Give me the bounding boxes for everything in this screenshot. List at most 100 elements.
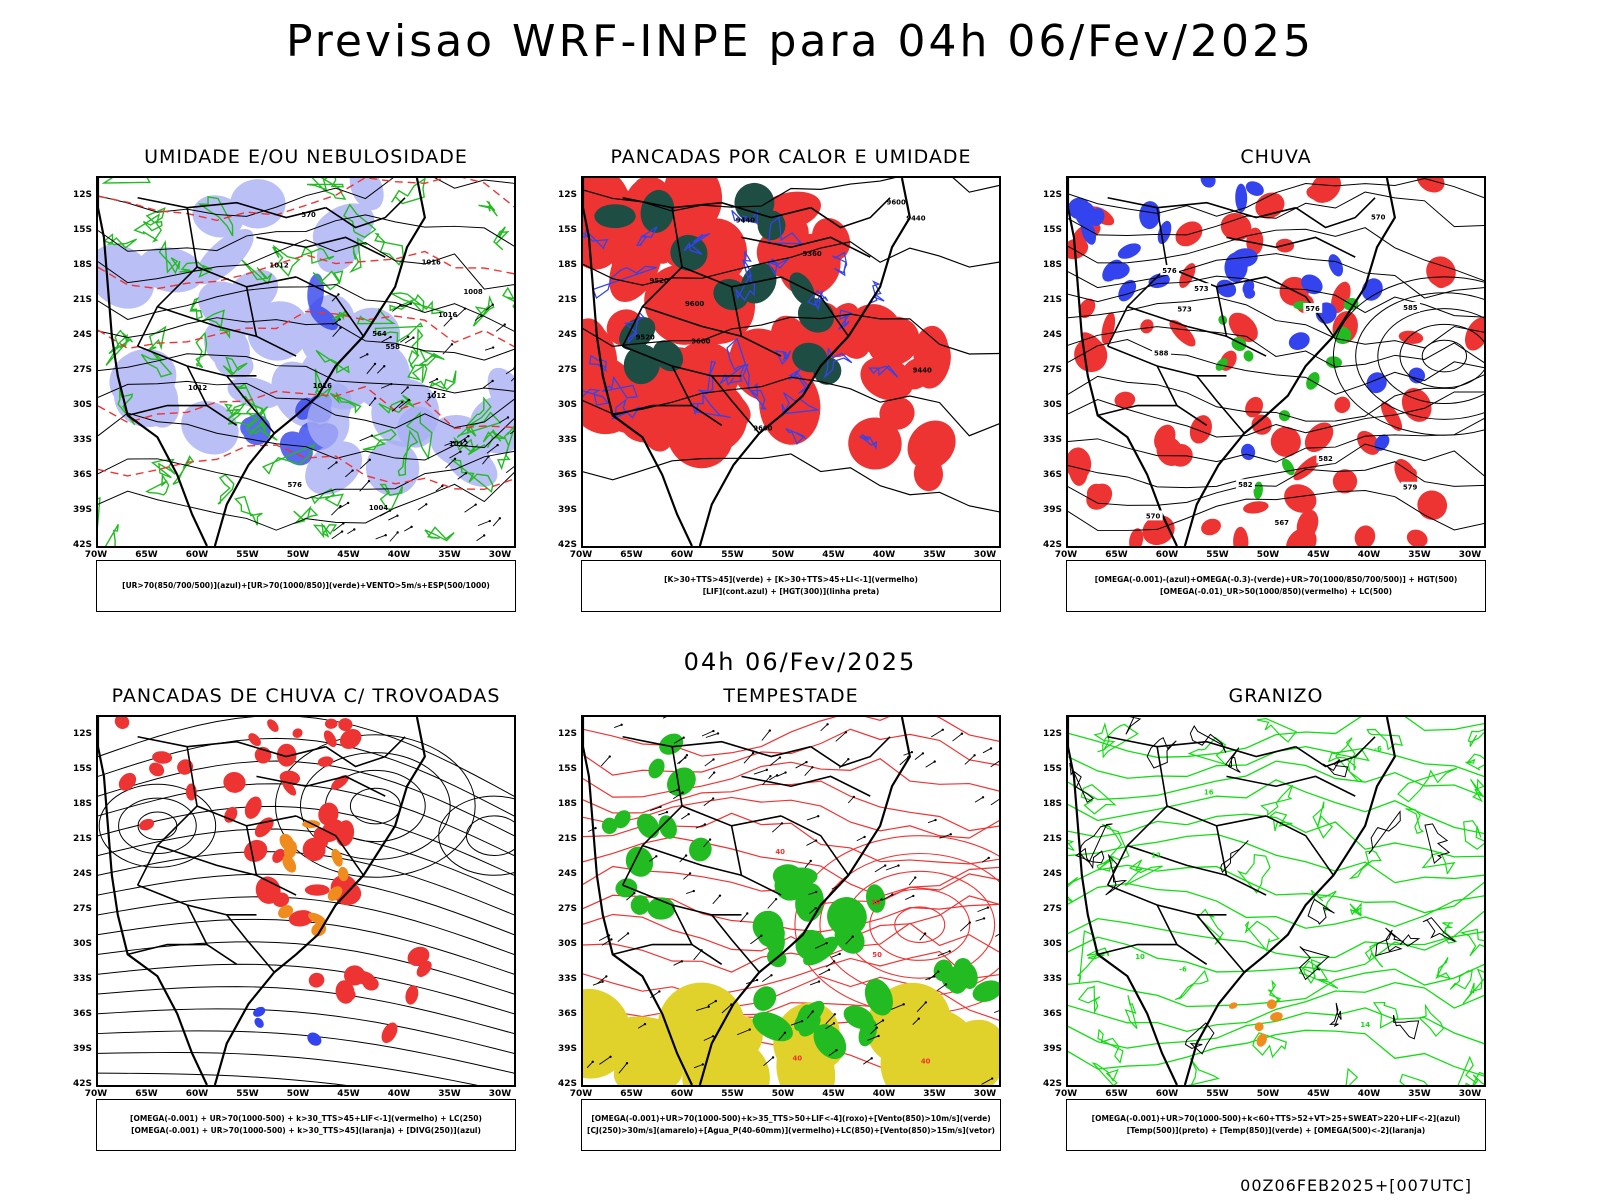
lat-tick-label: 24S [72, 869, 92, 879]
lon-tick-label: 35W [438, 1089, 461, 1099]
map-plot: 9600 9600 9600 9520 9440 9440 9360 9600 9520 9440 [581, 176, 1001, 548]
contour-label: 588 [1154, 349, 1169, 357]
lat-tick-label: 21S [72, 834, 92, 844]
lat-tick-label: 15S [1042, 225, 1062, 235]
lon-tick-label: 65W [620, 550, 643, 560]
contour-label: 1012 [188, 384, 207, 392]
lat-tick-label: 33S [1042, 435, 1062, 445]
lat-tick-label: 30S [72, 400, 92, 410]
contour-label: -6 [1374, 745, 1382, 753]
lon-tick-label: 50W [286, 1089, 310, 1099]
map-plot: 582 588 585 582 579 576 573 570 567 576 573 570 [1066, 176, 1486, 548]
contour-label: 14 [1360, 1021, 1370, 1029]
legend-line: [OMEGA(-0.001)+UR>70(1000-500)+k>35_TTS>… [591, 1114, 991, 1123]
shaded-area [601, 733, 712, 920]
legend-line: [OMEGA(-0.001) + UR>70(1000-500) + k>30_… [130, 1114, 482, 1123]
panel-legend: [OMEGA(-0.001)-(azul)+OMEGA(-0.3)-(verde… [1066, 560, 1486, 612]
lat-tick-label: 42S [72, 1079, 92, 1089]
lat-tick-label: 21S [72, 295, 92, 305]
map-svg [98, 717, 514, 1085]
lat-tick-label: 36S [72, 1009, 92, 1019]
legend-line: [OMEGA(-0.001)-(azul)+OMEGA(-0.3)-(verde… [1094, 575, 1458, 584]
panel-title: PANCADAS DE CHUVA C/ TROVOADAS [111, 685, 501, 707]
panel-pancadas-calor: PANCADAS POR CALOR E UMIDADE 9600 9600 9600… [547, 146, 1017, 626]
lat-tick-label: 27S [1042, 365, 1062, 375]
lon-tick-label: 35W [923, 1089, 946, 1099]
legend-line: [K>30+TTS>45](verde) + [K>30+TTS>45+LI<-… [664, 575, 918, 584]
lon-tick-label: 60W [185, 550, 209, 560]
lon-tick-label: 60W [1155, 550, 1179, 560]
lon-tick-label: 30W [488, 550, 512, 560]
legend-line: [LIF](cont.azul) + [HGT(300)](linha pret… [702, 587, 880, 596]
contour-lines [98, 178, 514, 531]
lon-tick-label: 55W [1206, 1089, 1229, 1099]
contour-label: 9440 [906, 214, 925, 222]
lat-tick-label: 30S [557, 939, 577, 949]
lon-tick-label: 30W [1458, 1089, 1482, 1099]
contour-labels: 40 40 50 40 30 [775, 848, 930, 1066]
lat-tick-label: 33S [72, 974, 92, 984]
shaded-area [1228, 999, 1283, 1047]
contour-labels: 582 588 585 582 579 576 573 570 567 576 573 570 [1143, 211, 1421, 527]
lon-tick-label: 50W [1256, 550, 1280, 560]
lon-tick-label: 70W [84, 550, 108, 560]
lon-tick-label: 65W [135, 1089, 158, 1099]
contour-lines [98, 178, 514, 491]
contour-label: 50 [872, 951, 882, 959]
contour-label: 10 [1135, 953, 1145, 961]
lat-tick-label: 42S [72, 540, 92, 550]
contour-label: 573 [1194, 285, 1209, 293]
contour-squiggles [1068, 717, 1484, 1085]
lat-tick-label: 27S [557, 904, 577, 914]
lon-tick-label: 45W [822, 1089, 845, 1099]
lat-tick-label: 36S [557, 1009, 577, 1019]
contour-label: 1012 [427, 392, 446, 400]
lat-tick-label: 18S [1042, 799, 1062, 809]
contour-label: 9600 [685, 300, 704, 308]
map-plot: -6 -6 16 14 12 10 [1066, 715, 1486, 1087]
contour-label: 576 [1162, 267, 1177, 275]
lat-tick-label: 42S [557, 1079, 577, 1089]
panel-legend: [OMEGA(-0.001)+UR>70(1000-500)+k>35_TTS>… [581, 1099, 1001, 1151]
legend-line: [OMEGA(-0.001)+UR>70(1000-500)+k<60+TTS>… [1091, 1114, 1461, 1123]
closed-contours [98, 783, 217, 868]
contour-label: 16 [1204, 789, 1214, 797]
panel-legend: [OMEGA(-0.001) + UR>70(1000-500) + k>30_… [96, 1099, 516, 1151]
lon-tick-label: 45W [1307, 1089, 1330, 1099]
legend-line: [UR>70(850/700/500)](azul)+[UR>70(1000/8… [122, 581, 490, 590]
shaded-area [807, 302, 956, 492]
lat-tick-label: 33S [72, 435, 92, 445]
lon-tick-label: 60W [670, 550, 694, 560]
lon-tick-label: 35W [1408, 550, 1431, 560]
contour-label: 1016 [422, 258, 441, 266]
lon-tick-label: 70W [84, 1089, 108, 1099]
shaded-area [1068, 178, 1264, 302]
contour-label: 9440 [736, 216, 755, 224]
lon-tick-label: 35W [438, 550, 461, 560]
lat-tick-label: 36S [72, 470, 92, 480]
lat-tick-label: 24S [557, 330, 577, 340]
main-title: Previsao WRF-INPE para 04h 06/Fev/2025 [286, 16, 1314, 67]
panel-pancadas-trovoadas: PANCADAS DE CHUVA C/ TROVOADAS 12S 15S 18S 2… [62, 685, 532, 1165]
map-svg: 40 40 50 40 30 [583, 717, 999, 1085]
lon-tick-label: 50W [1256, 1089, 1280, 1099]
run-timestamp: 00Z06FEB2025+[007UTC] [1240, 1176, 1472, 1195]
contour-lines [583, 178, 999, 513]
panel-legend: [UR>70(850/700/500)](azul)+[UR>70(1000/8… [96, 560, 516, 612]
lon-tick-label: 40W [872, 1089, 896, 1099]
closed-contours [438, 795, 514, 876]
lon-tick-label: 40W [872, 550, 896, 560]
wind-vectors [327, 293, 514, 542]
lat-tick-label: 30S [1042, 939, 1062, 949]
shaded-area [1216, 254, 1426, 461]
lon-tick-label: 50W [771, 550, 795, 560]
lat-tick-label: 30S [1042, 400, 1062, 410]
shaded-area [253, 1006, 322, 1046]
lon-tick-label: 70W [569, 1089, 593, 1099]
lon-tick-label: 40W [1357, 550, 1381, 560]
lon-tick-label: 60W [670, 1089, 694, 1099]
lat-tick-label: 18S [72, 799, 92, 809]
legend-line: [OMEGA(-0.01)_UR>50(1000/850)(vermelho) … [1159, 587, 1393, 596]
contour-labels: -6 -6 16 14 12 10 [1135, 745, 1382, 1029]
legend-line: [Temp(500)](preto) + [Temp(850)](verde) … [1126, 1126, 1426, 1135]
